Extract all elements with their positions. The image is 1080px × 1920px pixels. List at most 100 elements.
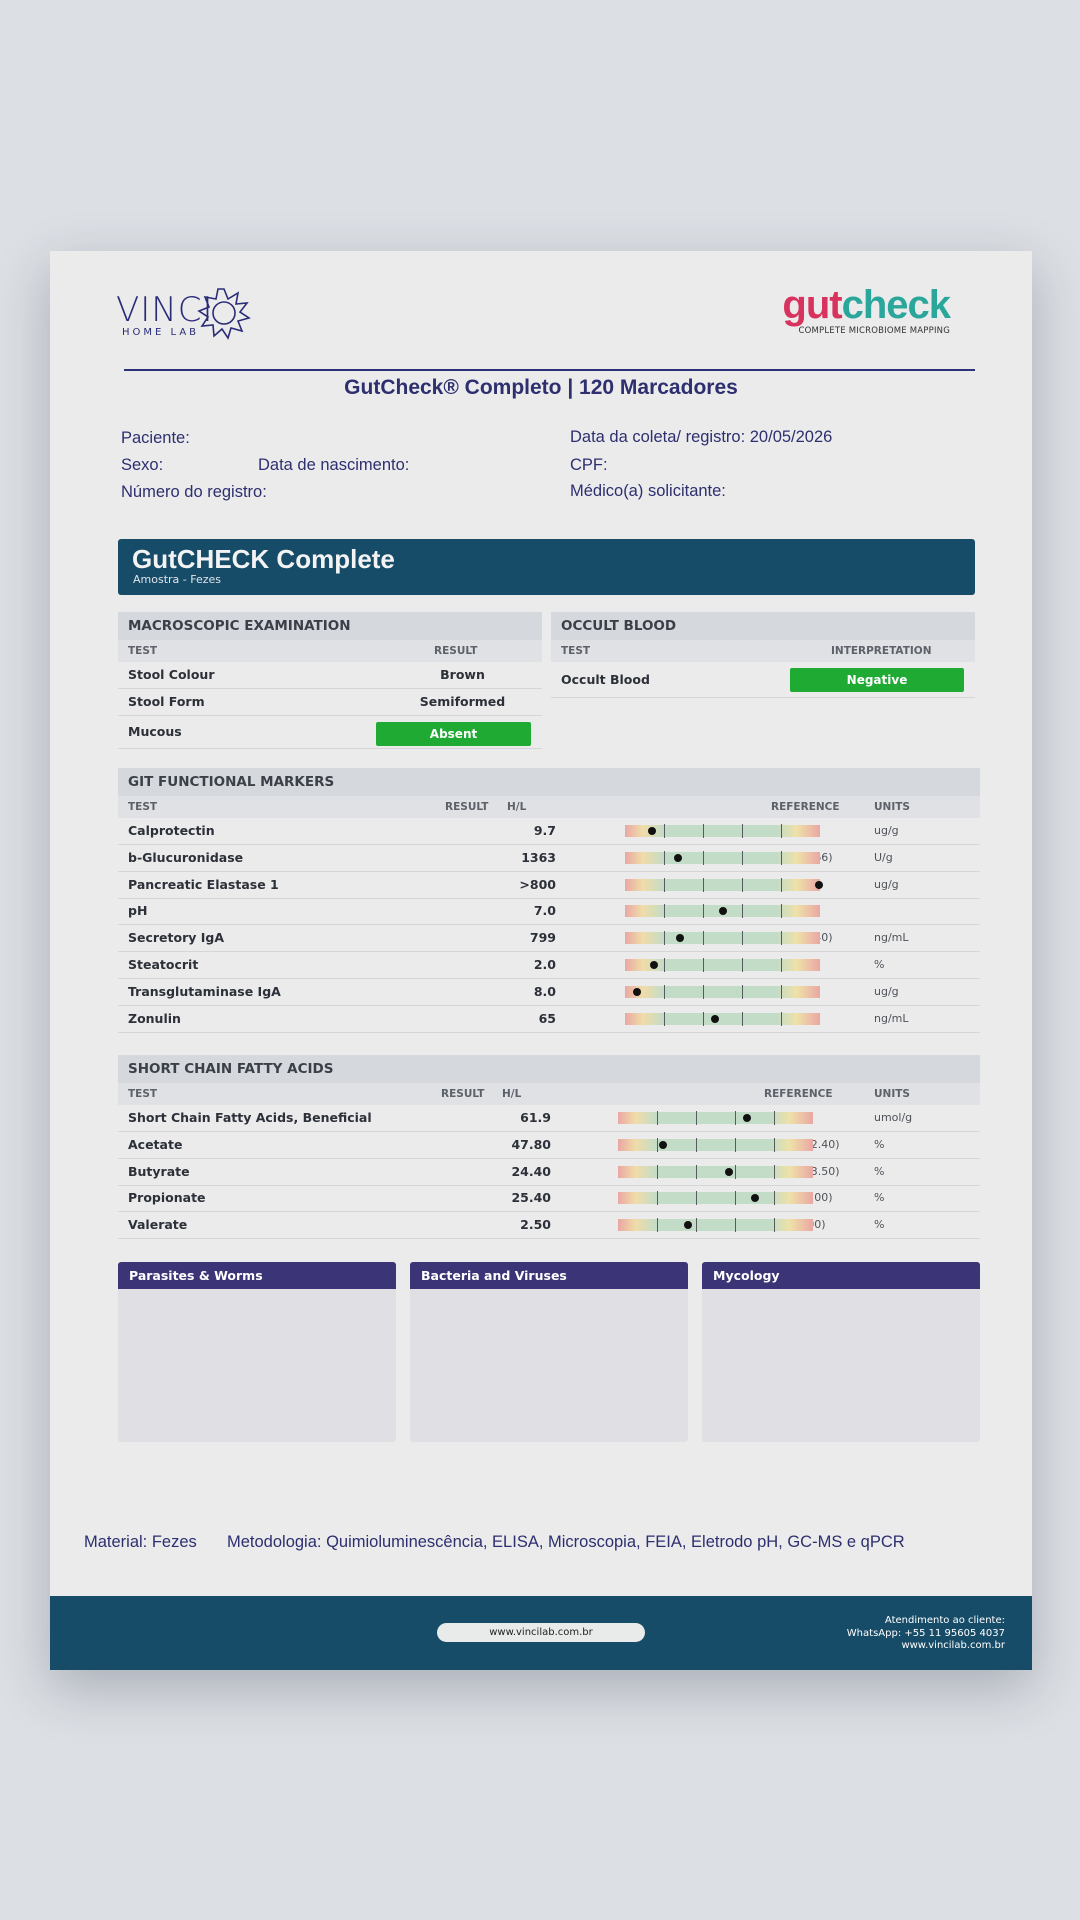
range-tick [735, 1137, 736, 1152]
range-tick [774, 1218, 775, 1233]
range-tick [703, 931, 704, 946]
result-marker [648, 827, 657, 835]
test-name: Pancreatic Elastase 1 [128, 876, 279, 892]
range-bar [618, 1191, 813, 1206]
bacteria-card-title: Bacteria and Viruses [410, 1262, 688, 1289]
test-name: Secretory IgA [128, 930, 225, 946]
vinci-logo: VINCI HOME LAB [116, 285, 256, 343]
range-tick [781, 850, 782, 865]
footer-website-link[interactable]: www.vincilab.com.br [437, 1623, 645, 1642]
result-marker [675, 934, 684, 943]
result-marker [815, 880, 824, 889]
range-tick [703, 958, 704, 972]
range-tick [664, 958, 665, 972]
result-marker [632, 987, 641, 996]
test-result: 8.0 [533, 983, 556, 999]
gutcheck-logo-part2: check [841, 283, 951, 327]
footer-bar: www.vincilab.com.br Atendimento ao clien… [50, 1596, 1032, 1670]
range-tick [742, 931, 743, 946]
test-result: Semiformed [419, 694, 506, 709]
result-marker [710, 1014, 719, 1023]
vinci-logo-sub: HOME LAB [122, 327, 200, 338]
result-marker [718, 907, 727, 916]
col-interpretation: INTERPRETATION [831, 645, 932, 657]
range-tick [735, 1218, 736, 1233]
parasites-card-title: Parasites & Worms [118, 1262, 396, 1289]
range-tick [664, 1011, 665, 1026]
contact-website: www.vincilab.com.br [901, 1640, 1005, 1651]
col-hl: H/L [507, 801, 527, 813]
patient-birthdate-label: Data de nascimento: [258, 456, 410, 474]
range-tick [703, 877, 704, 892]
result-badge: Negative [790, 668, 964, 692]
test-units: % [874, 1191, 885, 1205]
mycology-card-title: Mycology [702, 1262, 980, 1289]
vinci-flower-icon [197, 288, 251, 340]
test-result: 47.80 [511, 1136, 551, 1152]
macroscopic-col-header: TEST RESULT [118, 640, 542, 662]
table-row: Stool Form Semiformed [118, 689, 542, 716]
test-units: % [874, 1137, 885, 1151]
range-bar [625, 877, 824, 892]
table-row: Stool Colour Brown [118, 662, 542, 689]
range-tick [657, 1218, 658, 1233]
patient-cpf-label: CPF: [570, 456, 608, 474]
test-units: ug/g [874, 877, 899, 891]
range-tick [774, 1191, 775, 1206]
range-tick [781, 904, 782, 919]
col-reference: REFERENCE [771, 801, 840, 813]
range-bar [618, 1218, 813, 1233]
methodology-label: Metodologia: Quimioluminescência, ELISA,… [227, 1533, 905, 1551]
occult-blood-heading: OCCULT BLOOD [551, 612, 975, 640]
test-units: U/g [874, 850, 893, 864]
range-bar [618, 1137, 813, 1152]
test-name: pH [128, 903, 148, 919]
range-tick [781, 958, 782, 972]
gutcheck-logo: gutcheck COMPLETE MICROBIOME MAPPING [780, 283, 951, 336]
result-marker [750, 1194, 759, 1203]
test-result: Brown [440, 667, 485, 682]
col-test: TEST [128, 801, 158, 813]
range-tick [696, 1218, 697, 1233]
test-name: Occult Blood [561, 672, 650, 687]
result-badge: Absent [376, 722, 531, 746]
report-banner: GutCHECK Complete Amostra - Fezes [118, 539, 975, 595]
test-result: 25.40 [511, 1190, 551, 1206]
test-result: 65 [538, 1010, 556, 1026]
range-tick [657, 1137, 658, 1152]
occult-col-header: TEST INTERPRETATION [551, 640, 975, 662]
test-name: Short Chain Fatty Acids, Beneficial [128, 1110, 372, 1125]
range-tick [742, 904, 743, 919]
git-col-header: TEST RESULT H/L REFERENCE UNITS [118, 796, 980, 818]
test-units: % [874, 958, 885, 971]
test-units: % [874, 1164, 885, 1178]
range-tick [664, 931, 665, 946]
test-name: Zonulin [128, 1010, 181, 1026]
col-test: TEST [561, 645, 591, 657]
range-tick [696, 1137, 697, 1152]
page-title: GutCheck® Completo | 120 Marcadores [344, 376, 738, 399]
patient-registry-label: Número do registro: [121, 483, 267, 501]
range-bar [625, 904, 820, 919]
result-marker [673, 853, 682, 862]
range-tick [742, 824, 743, 838]
range-bar [625, 1011, 820, 1026]
patient-name-label: Paciente: [121, 429, 190, 447]
report-page: VINCI HOME LAB gutcheck COMPLETE MICROBI… [50, 251, 1032, 1670]
test-name: Valerate [128, 1217, 188, 1233]
test-result: 24.40 [511, 1163, 551, 1179]
range-tick [657, 1164, 658, 1179]
range-tick [735, 1191, 736, 1206]
range-tick [742, 1011, 743, 1026]
range-bar [625, 931, 820, 946]
range-tick [664, 824, 665, 838]
result-marker [650, 961, 659, 969]
range-tick [781, 931, 782, 946]
